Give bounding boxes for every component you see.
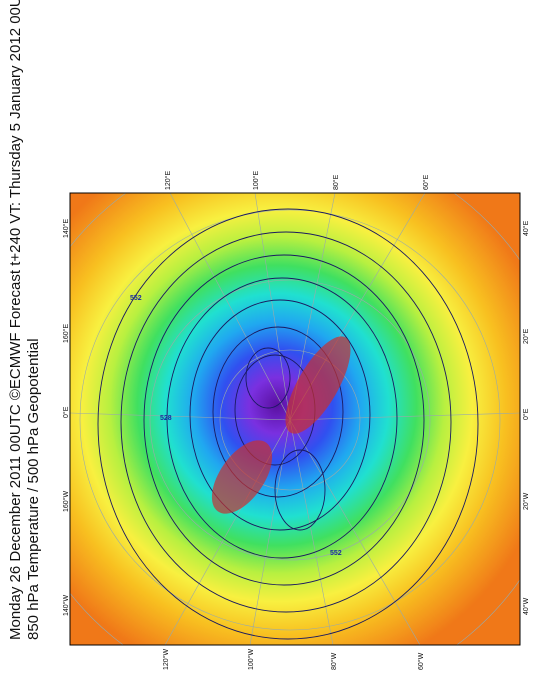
top-label: 80°E bbox=[332, 174, 340, 190]
axis-labels: 120°E 100°E 80°E 60°E 120°W 100°W 80°W 6… bbox=[62, 171, 530, 670]
right-label: 0°E bbox=[522, 408, 530, 420]
bottom-label: 60°W bbox=[417, 652, 425, 670]
bottom-label: 120°W bbox=[162, 649, 170, 670]
left-label: 0°E bbox=[62, 406, 70, 418]
right-label: 20°E bbox=[522, 328, 530, 344]
left-label: 140°E bbox=[62, 219, 70, 238]
contour-label: 552 bbox=[130, 295, 142, 302]
right-label: 40°E bbox=[522, 220, 530, 236]
title-line-1: Monday 26 December 2011 00UTC ©ECMWF For… bbox=[7, 0, 24, 640]
bottom-label: 100°W bbox=[247, 649, 255, 670]
right-label: 20°W bbox=[522, 492, 530, 510]
left-label: 160°W bbox=[62, 491, 70, 512]
top-label: 60°E bbox=[422, 174, 430, 190]
right-label: 40°W bbox=[522, 597, 530, 615]
map-frame bbox=[69, 192, 521, 646]
map: 552 552 528 bbox=[70, 193, 520, 645]
top-label: 120°E bbox=[164, 171, 172, 190]
title-line-2: 850 hPa Temperature / 500 hPa Geopotenti… bbox=[25, 338, 42, 640]
contour-label: 528 bbox=[160, 415, 172, 422]
top-label: 100°E bbox=[252, 171, 260, 190]
contour-label: 552 bbox=[330, 550, 342, 557]
highlight-areas bbox=[211, 336, 351, 514]
bottom-label: 80°W bbox=[330, 652, 338, 670]
title-block: Monday 26 December 2011 00UTC ©ECMWF For… bbox=[7, 0, 42, 640]
left-label: 140°W bbox=[62, 595, 70, 616]
left-label: 160°E bbox=[62, 324, 70, 343]
